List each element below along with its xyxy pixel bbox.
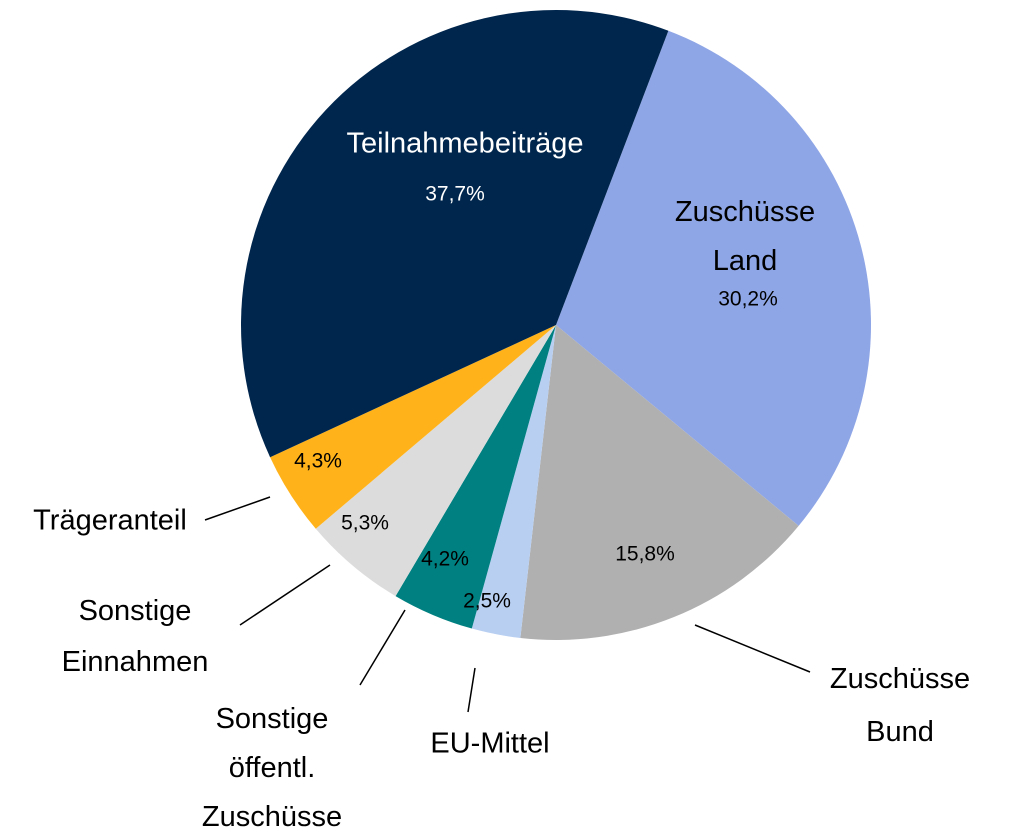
value-label: 5,3% [341,512,389,535]
slice-label: Trägeranteil [33,505,187,537]
value-label: 4,3% [294,450,342,473]
leader-line [204,496,271,521]
pie-slice [520,325,799,640]
pie-slice [556,30,871,526]
pie-slice [270,325,556,529]
slice-label: Zuschüsse Bund [830,663,970,748]
label-line: Zuschüsse [830,663,970,695]
slice-label: EU-Mittel [430,728,549,760]
label-line: Bund [866,716,934,748]
value-label: 30,2% [718,288,778,311]
pie-slice [315,325,556,597]
slice-label: Sonstige öffentl. Zuschüsse [202,703,342,833]
label-line: Zuschüsse [202,801,342,833]
value-label: 4,2% [421,548,469,571]
leader-line [694,624,811,673]
value-label: 15,8% [615,543,675,566]
label-line: öffentl. [229,752,316,784]
label-line: Einnahmen [62,646,209,678]
pie-slice [395,325,556,629]
pie-slice [240,9,669,458]
label-line: Land [713,245,778,277]
value-label: 2,5% [463,590,511,613]
value-label: 37,7% [425,183,485,206]
pie-slice [471,325,556,638]
slice-label: Sonstige Einnahmen [62,595,209,678]
label-line: Sonstige [79,595,192,627]
leader-line [467,667,476,713]
leader-line [239,564,331,626]
label-line: Sonstige [216,703,329,735]
label-line: Zuschüsse [675,196,815,228]
leader-line [359,609,406,686]
slice-label: Zuschüsse Land [675,196,815,277]
slice-label: Teilnahmebeiträge [347,128,584,160]
